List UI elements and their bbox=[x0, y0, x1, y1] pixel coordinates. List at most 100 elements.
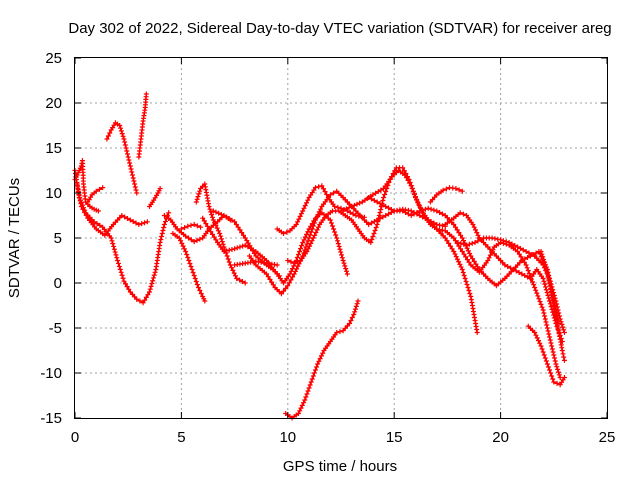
data-point bbox=[341, 260, 347, 266]
data-point bbox=[541, 352, 547, 358]
data-point bbox=[486, 255, 492, 261]
data-point bbox=[533, 287, 539, 293]
data-point bbox=[287, 271, 293, 277]
data-point bbox=[378, 187, 384, 193]
data-point bbox=[411, 211, 417, 217]
data-point bbox=[214, 225, 220, 231]
data-point bbox=[233, 222, 239, 227]
data-point bbox=[544, 268, 550, 274]
data-point bbox=[296, 216, 302, 222]
data-point bbox=[459, 249, 465, 254]
data-point bbox=[82, 209, 88, 215]
data-point bbox=[383, 204, 389, 209]
data-point bbox=[307, 243, 313, 249]
data-point bbox=[443, 186, 449, 192]
data-point bbox=[265, 274, 271, 280]
data-point bbox=[461, 273, 467, 278]
data-point bbox=[80, 206, 86, 212]
data-point bbox=[417, 213, 423, 218]
data-point bbox=[120, 275, 126, 281]
data-point bbox=[311, 370, 317, 376]
data-point bbox=[340, 258, 346, 263]
data-point bbox=[509, 241, 515, 247]
data-point bbox=[288, 268, 294, 274]
data-point bbox=[380, 214, 386, 220]
data-point bbox=[561, 330, 567, 335]
data-point bbox=[281, 288, 287, 294]
data-point bbox=[191, 239, 197, 245]
data-point bbox=[470, 222, 476, 227]
data-point bbox=[94, 221, 100, 227]
data-point bbox=[349, 315, 355, 320]
data-point bbox=[366, 195, 372, 200]
data-point bbox=[248, 245, 254, 251]
data-point bbox=[305, 388, 311, 394]
data-point bbox=[346, 205, 352, 211]
data-point bbox=[183, 249, 189, 254]
data-point bbox=[181, 246, 187, 252]
data-point bbox=[553, 361, 559, 367]
data-point bbox=[239, 279, 245, 284]
data-point bbox=[540, 307, 546, 313]
data-point bbox=[158, 237, 164, 242]
data-point bbox=[370, 192, 376, 198]
data-point bbox=[513, 268, 519, 274]
data-point bbox=[226, 216, 232, 222]
data-point bbox=[543, 265, 549, 271]
data-point bbox=[312, 367, 318, 373]
data-point bbox=[334, 235, 340, 241]
data-point bbox=[354, 301, 360, 307]
data-point bbox=[533, 250, 539, 256]
y-axis-label: SDTVAR / TECUs bbox=[6, 178, 23, 298]
data-point bbox=[444, 238, 450, 244]
data-point bbox=[315, 361, 321, 367]
data-point bbox=[316, 209, 322, 215]
data-point bbox=[267, 276, 273, 282]
data-point bbox=[344, 268, 350, 274]
data-point bbox=[457, 210, 463, 216]
data-point bbox=[539, 251, 545, 257]
data-point bbox=[107, 130, 113, 136]
data-point bbox=[283, 285, 289, 291]
data-point bbox=[462, 276, 468, 281]
data-point bbox=[555, 366, 561, 372]
data-point bbox=[159, 231, 165, 236]
data-point bbox=[542, 262, 548, 268]
data-point bbox=[331, 190, 337, 196]
data-point bbox=[295, 411, 301, 416]
data-point bbox=[516, 270, 522, 275]
data-point bbox=[541, 278, 547, 284]
data-point bbox=[343, 206, 349, 212]
data-point bbox=[136, 222, 142, 227]
data-point bbox=[459, 267, 465, 272]
x-tick-label: 15 bbox=[386, 429, 403, 446]
data-point bbox=[415, 199, 421, 205]
data-point bbox=[329, 223, 335, 229]
data-point bbox=[324, 192, 330, 198]
data-point bbox=[537, 340, 543, 346]
data-point bbox=[219, 239, 225, 245]
data-point bbox=[366, 222, 372, 227]
data-point bbox=[549, 343, 555, 349]
data-point bbox=[554, 304, 560, 310]
data-point bbox=[161, 222, 167, 227]
data-point bbox=[319, 183, 325, 189]
data-point bbox=[522, 256, 528, 262]
data-point bbox=[304, 249, 310, 254]
data-point bbox=[561, 357, 567, 363]
data-point bbox=[124, 151, 130, 157]
data-point bbox=[347, 210, 353, 215]
data-point bbox=[460, 270, 466, 275]
data-point bbox=[471, 258, 477, 264]
data-point bbox=[115, 260, 121, 266]
data-point bbox=[554, 301, 560, 307]
data-point bbox=[211, 234, 217, 240]
data-point bbox=[188, 237, 194, 243]
data-point bbox=[185, 223, 191, 229]
data-point bbox=[297, 408, 303, 414]
data-point bbox=[543, 358, 549, 364]
data-point bbox=[191, 222, 197, 227]
data-point bbox=[206, 226, 212, 232]
data-point bbox=[525, 274, 531, 280]
data-series-s14 bbox=[246, 188, 480, 335]
